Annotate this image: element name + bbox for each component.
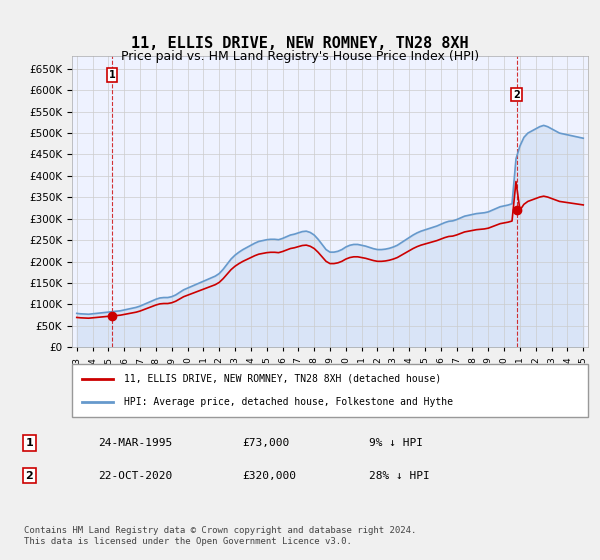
Text: 11, ELLIS DRIVE, NEW ROMNEY, TN28 8XH (detached house): 11, ELLIS DRIVE, NEW ROMNEY, TN28 8XH (d… — [124, 374, 441, 384]
Text: 11, ELLIS DRIVE, NEW ROMNEY, TN28 8XH: 11, ELLIS DRIVE, NEW ROMNEY, TN28 8XH — [131, 36, 469, 52]
FancyBboxPatch shape — [72, 364, 588, 417]
Text: 28% ↓ HPI: 28% ↓ HPI — [369, 470, 430, 480]
Text: 24-MAR-1995: 24-MAR-1995 — [98, 438, 173, 448]
Text: HPI: Average price, detached house, Folkestone and Hythe: HPI: Average price, detached house, Folk… — [124, 397, 452, 407]
Text: £73,000: £73,000 — [242, 438, 290, 448]
Text: Contains HM Land Registry data © Crown copyright and database right 2024.
This d: Contains HM Land Registry data © Crown c… — [24, 526, 416, 546]
Text: Price paid vs. HM Land Registry's House Price Index (HPI): Price paid vs. HM Land Registry's House … — [121, 50, 479, 63]
Text: £320,000: £320,000 — [242, 470, 296, 480]
Text: 2: 2 — [25, 470, 33, 480]
Text: 1: 1 — [25, 438, 33, 448]
Text: 22-OCT-2020: 22-OCT-2020 — [98, 470, 173, 480]
Text: 1: 1 — [109, 70, 115, 80]
Text: 2: 2 — [514, 90, 520, 100]
Text: 9% ↓ HPI: 9% ↓ HPI — [369, 438, 423, 448]
